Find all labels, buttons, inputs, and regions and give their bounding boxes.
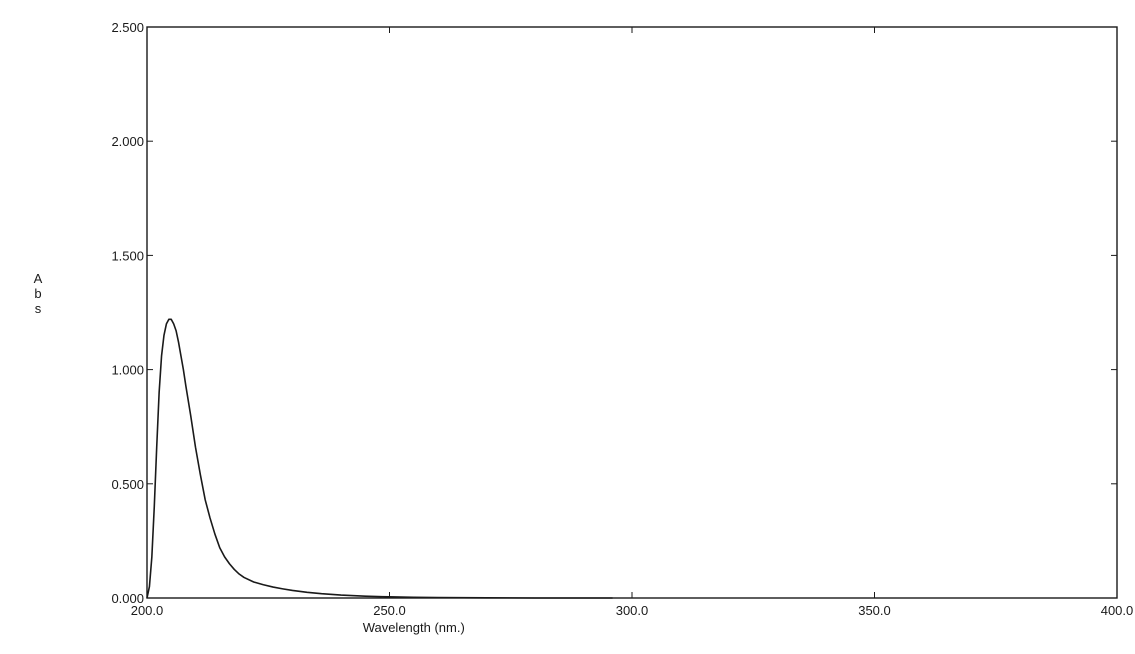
plot-area-frame xyxy=(146,26,1118,599)
y-tick-label: 0.000 xyxy=(111,591,144,606)
y-tick-label: 1.500 xyxy=(111,248,144,263)
x-axis: 200.0 250.0 300.0 350.0 400.0 xyxy=(131,27,1134,618)
y-tick-label: 0.500 xyxy=(111,477,144,492)
y-axis: 0.000 0.500 1.000 1.500 2.000 2.500 xyxy=(111,20,1117,606)
x-tick-label: 300.0 xyxy=(616,603,649,618)
series-line xyxy=(146,318,613,599)
x-tick-label: 250.0 xyxy=(373,603,406,618)
y-tick-label: 2.000 xyxy=(111,134,144,149)
y-tick-label: 2.500 xyxy=(111,20,144,35)
x-tick-label: 400.0 xyxy=(1101,603,1134,618)
y-tick-label: 1.000 xyxy=(111,363,144,378)
x-tick-label: 350.0 xyxy=(858,603,891,618)
x-tick-label: 200.0 xyxy=(131,603,164,618)
x-axis-label: Wavelength (nm.) xyxy=(363,620,465,635)
